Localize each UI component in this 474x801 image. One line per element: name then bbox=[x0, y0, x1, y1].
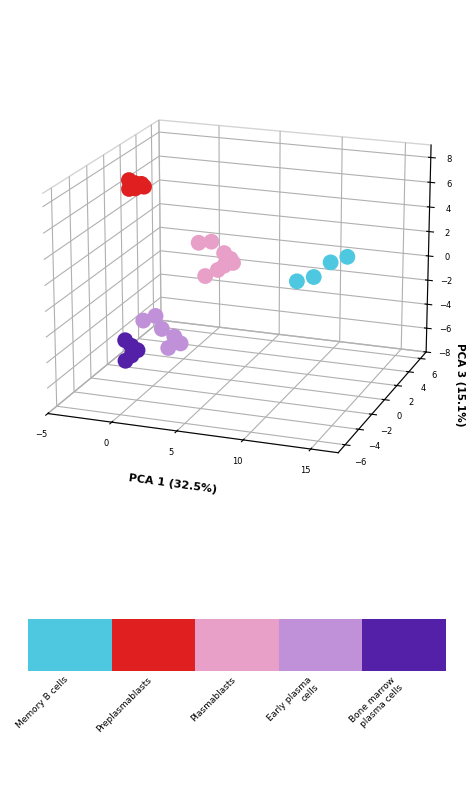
X-axis label: PCA 1 (32.5%): PCA 1 (32.5%) bbox=[128, 473, 218, 495]
Text: Preplasmablasts: Preplasmablasts bbox=[95, 675, 154, 734]
Text: PCA 3 (15.1%): PCA 3 (15.1%) bbox=[455, 343, 465, 426]
Text: Bone marrow
plasma cells: Bone marrow plasma cells bbox=[348, 675, 404, 731]
Bar bbox=[28, 619, 111, 671]
Text: Plasmablasts: Plasmablasts bbox=[189, 675, 237, 723]
Bar bbox=[195, 619, 279, 671]
Bar bbox=[111, 619, 195, 671]
Text: Early plasma
cells: Early plasma cells bbox=[265, 675, 320, 731]
Bar bbox=[279, 619, 363, 671]
Bar bbox=[363, 619, 446, 671]
Text: Memory B cells: Memory B cells bbox=[15, 675, 70, 731]
